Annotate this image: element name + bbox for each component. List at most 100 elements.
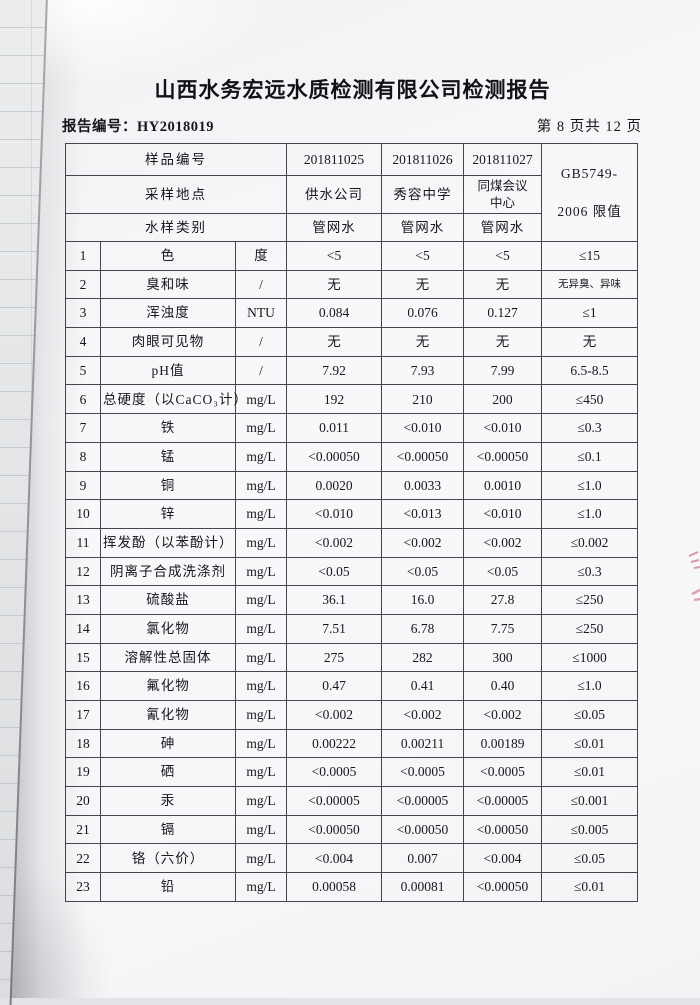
- unit-cell: mg/L: [234, 441, 288, 472]
- sample3-value-cell: <0.010: [463, 499, 543, 529]
- sample3-value-cell: <0.00050: [463, 814, 543, 845]
- sample1-value-cell: <0.010: [286, 499, 383, 529]
- parameter-name-cell: 铜: [100, 470, 236, 501]
- parameter-name-cell: 氯化物: [100, 613, 236, 644]
- sample-id-cell: 201811027: [463, 143, 543, 176]
- table-row: 18 砷 mg/L 0.00222 0.00211 0.00189 ≤0.01: [65, 728, 639, 759]
- unit-cell: mg/L: [234, 671, 288, 701]
- row-index-cell: 13: [65, 585, 101, 615]
- parameter-name-cell: 浑浊度: [100, 298, 236, 329]
- parameter-name-cell: 硒: [100, 757, 236, 788]
- parameter-name-cell: 氰化物: [100, 700, 236, 730]
- row-index-cell: 1: [65, 241, 101, 271]
- table-row: 10 锌 mg/L <0.010 <0.013 <0.010 ≤1.0: [65, 499, 639, 529]
- row-index-cell: 7: [65, 413, 101, 443]
- table-row: 2 臭和味 / 无 无 无 无异臭、异味: [65, 269, 639, 300]
- limit-value-cell: 6.5-8.5: [541, 355, 639, 386]
- unit-cell: mg/L: [234, 499, 288, 529]
- table-row: 21 镉 mg/L <0.00050 <0.00050 <0.00050 ≤0.…: [65, 814, 639, 845]
- row-index-cell: 22: [65, 843, 101, 874]
- sample3-value-cell: <0.00050: [463, 441, 543, 472]
- header-row-sample-id: 样品编号 201811025 201811026 201811027 GB574…: [64, 143, 639, 242]
- sample3-value-cell: 300: [463, 642, 543, 673]
- unit-cell: mg/L: [234, 814, 288, 845]
- sample2-value-cell: <0.0005: [381, 757, 465, 788]
- sample-id-label: 样品编号: [64, 143, 288, 176]
- sample3-value-cell: 0.0010: [463, 470, 543, 501]
- unit-cell: mg/L: [234, 613, 288, 644]
- location-cell: 供水公司: [286, 175, 383, 214]
- sample1-value-cell: <5: [286, 241, 383, 271]
- limit-value-cell: ≤0.05: [541, 843, 639, 874]
- row-index-cell: 11: [65, 527, 101, 558]
- unit-cell: mg/L: [234, 728, 288, 759]
- parameter-name-cell: 氟化物: [100, 671, 236, 701]
- unit-cell: /: [234, 269, 288, 300]
- page-indicator: 第 8 页共 12 页: [536, 119, 642, 135]
- sample-id-cell: 201811026: [381, 143, 465, 176]
- sample1-value-cell: 无: [286, 327, 383, 357]
- sample3-value-cell: <0.010: [463, 413, 543, 443]
- parameter-name-cell: 溶解性总固体: [100, 642, 236, 673]
- limit-value-cell: ≤1: [541, 298, 639, 329]
- parameter-name-cell: 锌: [100, 499, 236, 529]
- sample2-value-cell: 0.00211: [381, 728, 465, 759]
- sample3-value-cell: 200: [463, 384, 543, 415]
- sample1-value-cell: <0.00005: [286, 786, 383, 816]
- limit-value-cell: ≤15: [541, 241, 639, 271]
- row-index-cell: 2: [65, 269, 101, 300]
- limit-value-cell: ≤0.1: [541, 441, 639, 472]
- limit-value-cell: ≤450: [541, 384, 639, 415]
- limit-value-cell: ≤0.05: [541, 700, 639, 730]
- parameter-name-cell: 锰: [100, 441, 236, 472]
- limit-value-cell: ≤1000: [541, 642, 639, 673]
- limit-value-cell: ≤1.0: [541, 499, 639, 529]
- sample1-value-cell: <0.0005: [286, 757, 383, 788]
- unit-cell: mg/L: [234, 470, 288, 501]
- sample2-value-cell: 0.00081: [381, 872, 465, 902]
- parameter-name-cell: 铁: [100, 413, 236, 443]
- sample1-value-cell: 0.0020: [286, 470, 383, 501]
- limit-value-cell: ≤250: [541, 585, 639, 615]
- table-row: 12 阴离子合成洗涤剂 mg/L <0.05 <0.05 <0.05 ≤0.3: [65, 556, 639, 587]
- unit-cell: mg/L: [234, 700, 288, 730]
- page-title: 山西水务宏远水质检测有限公司检测报告: [154, 79, 551, 102]
- sample3-value-cell: 0.00189: [463, 728, 543, 759]
- unit-cell: mg/L: [234, 642, 288, 673]
- sample-id-cell: 201811025: [286, 143, 383, 176]
- location-cell: 同煤会议 中心: [463, 175, 543, 214]
- sample2-value-cell: <0.013: [381, 499, 465, 529]
- table-row: 17 氰化物 mg/L <0.002 <0.002 <0.002 ≤0.05: [65, 700, 639, 730]
- sample1-value-cell: 192: [286, 384, 383, 415]
- sample2-value-cell: 6.78: [381, 613, 465, 644]
- sample2-value-cell: <0.010: [381, 413, 465, 443]
- row-index-cell: 17: [65, 700, 101, 730]
- sample1-value-cell: 7.92: [286, 355, 383, 386]
- sample1-value-cell: 0.00058: [286, 872, 383, 902]
- sample1-value-cell: 0.47: [286, 671, 383, 701]
- limit-value-cell: ≤250: [541, 613, 639, 644]
- table-row: 20 汞 mg/L <0.00005 <0.00005 <0.00005 ≤0.…: [65, 786, 639, 816]
- header-row-location: 采样地点 供水公司 秀容中学 同煤会议 中心: [64, 175, 638, 214]
- unit-cell: 度: [234, 241, 288, 271]
- water-type-cell: 管网水: [286, 213, 383, 242]
- limit-value-cell: ≤0.01: [541, 757, 639, 788]
- row-index-cell: 4: [65, 327, 101, 357]
- unit-cell: mg/L: [234, 384, 288, 415]
- row-index-cell: 21: [65, 814, 101, 845]
- table-row: 6 总硬度（以CaCO₃计） mg/L 192 210 200 ≤450: [65, 384, 639, 415]
- sample1-value-cell: <0.00050: [286, 814, 383, 845]
- unit-cell: /: [234, 327, 288, 357]
- row-index-cell: 3: [65, 298, 101, 329]
- limit-value-cell: ≤0.3: [541, 413, 639, 443]
- sample3-value-cell: <0.004: [463, 843, 543, 874]
- sample1-value-cell: 0.084: [286, 298, 383, 329]
- water-type-cell: 管网水: [463, 213, 543, 242]
- sample3-value-cell: 无: [463, 327, 543, 357]
- meta-row: 报告编号：HY2018019 第 8 页共 12 页: [62, 115, 642, 136]
- row-index-cell: 15: [65, 642, 101, 673]
- gb-limit-line2: 2006 限值: [557, 203, 622, 219]
- table-row: 7 铁 mg/L 0.011 <0.010 <0.010 ≤0.3: [65, 413, 639, 443]
- sample2-value-cell: 7.93: [381, 355, 465, 386]
- sample1-value-cell: 无: [286, 269, 383, 300]
